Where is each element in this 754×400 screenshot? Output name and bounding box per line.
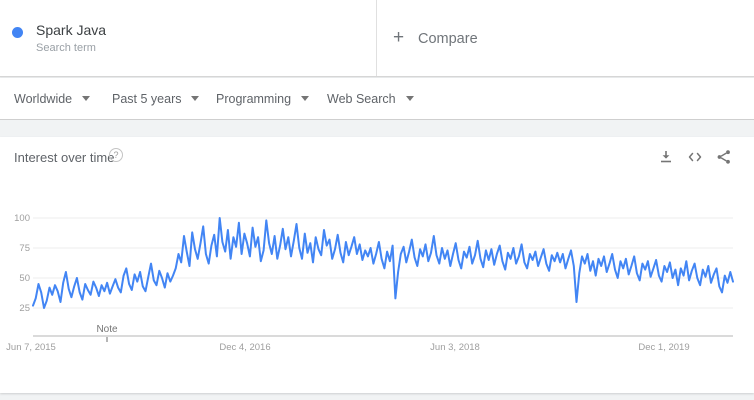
y-tick-75: 75 <box>19 243 30 254</box>
filter-search-type[interactable]: Web Search <box>327 78 414 119</box>
filter-search-type-label: Web Search <box>327 91 396 106</box>
y-axis-labels: 100 75 50 25 <box>14 213 30 314</box>
x-tick-4: Dec 1, 2019 <box>638 342 689 353</box>
help-glyph: ? <box>113 150 119 160</box>
download-icon[interactable] <box>658 149 674 165</box>
filter-region[interactable]: Worldwide <box>14 78 91 119</box>
gridlines <box>33 217 733 309</box>
chevron-down-icon <box>191 96 200 101</box>
help-icon[interactable]: ? <box>109 148 123 162</box>
chevron-down-icon <box>301 96 310 101</box>
trend-line <box>32 217 734 309</box>
compare-card[interactable]: + Compare <box>376 0 754 76</box>
filter-time-range-label: Past 5 years <box>112 91 182 106</box>
plus-icon: + <box>393 27 405 48</box>
chevron-down-icon <box>82 96 91 101</box>
search-term-title: Spark Java <box>36 22 107 38</box>
card-actions <box>658 149 732 165</box>
search-term-subtitle: Search term <box>36 42 96 54</box>
card-title: Interest over time <box>14 150 115 165</box>
embed-icon[interactable] <box>687 149 703 165</box>
header-row: Spark Java Search term + Compare <box>0 0 754 77</box>
search-term-card: Spark Java Search term <box>0 0 376 76</box>
y-tick-25: 25 <box>19 303 30 314</box>
x-axis-labels: Jun 7, 2015 Dec 4, 2016 Jun 3, 2018 Dec … <box>6 342 689 353</box>
interest-over-time-card: 100 75 50 25 Note Jun 7, 2015 Dec 4, 201… <box>0 137 754 393</box>
filter-region-label: Worldwide <box>14 91 73 106</box>
x-tick-3: Jun 3, 2018 <box>430 342 480 353</box>
chevron-down-icon <box>405 96 414 101</box>
filter-category[interactable]: Programming <box>216 78 310 119</box>
y-tick-100: 100 <box>14 213 30 224</box>
series-color-dot-icon <box>12 27 23 38</box>
y-tick-50: 50 <box>19 273 30 284</box>
filter-bar: Worldwide Past 5 years Programming Web S… <box>0 78 754 120</box>
x-tick-1: Jun 7, 2015 <box>6 342 56 353</box>
interest-over-time-chart[interactable]: 100 75 50 25 Note Jun 7, 2015 Dec 4, 201… <box>0 137 754 393</box>
x-tick-2: Dec 4, 2016 <box>219 342 270 353</box>
filter-time-range[interactable]: Past 5 years <box>112 78 200 119</box>
filter-category-label: Programming <box>216 91 292 106</box>
compare-label: Compare <box>418 31 478 47</box>
note-label[interactable]: Note <box>96 324 118 335</box>
share-icon[interactable] <box>716 149 732 165</box>
